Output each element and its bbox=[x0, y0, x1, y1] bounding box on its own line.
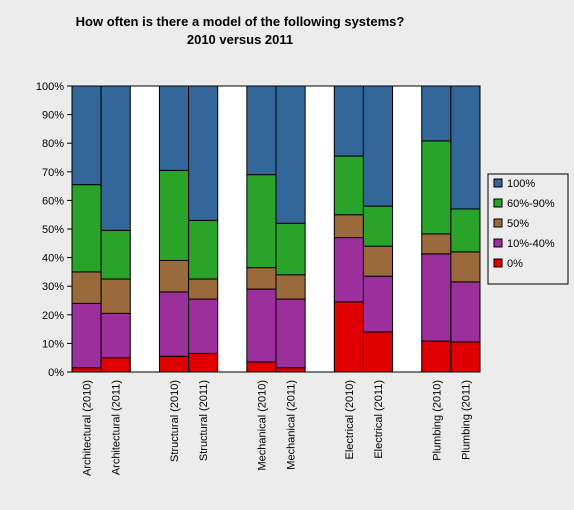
bar-segment-100 bbox=[246, 85, 277, 176]
legend-label-100: 100% bbox=[507, 178, 535, 190]
y-tick-label: 70% bbox=[42, 167, 64, 179]
bar-segment-50 bbox=[158, 259, 190, 293]
x-tick-label: Plumbing (2010) bbox=[431, 380, 443, 461]
x-tick-label: Plumbing (2011) bbox=[460, 380, 472, 460]
x-tick-label: Mechanical (2011) bbox=[286, 380, 298, 470]
bar-segment-0 bbox=[158, 355, 190, 373]
legend-swatch-50 bbox=[493, 218, 503, 228]
legend-label-0: 0% bbox=[507, 258, 523, 270]
bar-segment-50 bbox=[362, 245, 394, 277]
bar-segment-10-40 bbox=[450, 281, 481, 343]
bar-segment-0 bbox=[246, 361, 277, 373]
bar-segment-0 bbox=[100, 357, 131, 373]
y-tick-label: 10% bbox=[42, 338, 64, 350]
bar-segment-0 bbox=[362, 331, 394, 373]
y-tick-label: 90% bbox=[42, 110, 64, 122]
bar-segment-100 bbox=[158, 85, 190, 171]
bar-segment-100 bbox=[100, 85, 131, 231]
bar-segment-50 bbox=[421, 233, 452, 255]
bar-segment-100 bbox=[362, 85, 394, 207]
bar-segment-100 bbox=[421, 85, 452, 142]
y-tick-label: 100% bbox=[36, 81, 64, 93]
bar-segment-60-90 bbox=[246, 174, 277, 269]
bar-segment-100 bbox=[275, 85, 306, 224]
bar-segment-0 bbox=[275, 367, 306, 373]
y-axis: 0% 10% 20% 30% 40% 50% 60% 70% 80% 90% 100% bbox=[36, 81, 72, 379]
bar-segment-60-90 bbox=[158, 169, 190, 261]
bar-segment-60-90 bbox=[188, 219, 219, 280]
x-tick-label: Mechanical (2010) bbox=[256, 380, 268, 471]
legend-label-50: 50% bbox=[507, 218, 529, 230]
legend: 100% 60%-90% 50% 10%-40% 0% bbox=[487, 173, 569, 285]
bar-segment-100 bbox=[188, 85, 219, 221]
x-tick-label: Architectural (2011) bbox=[111, 380, 123, 475]
bar-segment-60-90 bbox=[71, 184, 102, 273]
y-tick-label: 0% bbox=[48, 367, 64, 379]
bar-segment-60-90 bbox=[421, 140, 452, 235]
bar-segment-60-90 bbox=[100, 229, 131, 280]
bar-segment-60-90 bbox=[450, 208, 481, 253]
bar-segment-10-40 bbox=[71, 302, 102, 369]
bar-segment-10-40 bbox=[275, 298, 306, 369]
bar-segment-50 bbox=[333, 214, 364, 239]
bar-segment-10-40 bbox=[421, 253, 452, 342]
y-tick-label: 50% bbox=[42, 224, 64, 236]
bar-segment-10-40 bbox=[188, 298, 219, 354]
bar-segment-50 bbox=[275, 274, 306, 300]
bar-segment-50 bbox=[100, 278, 131, 314]
bar-segment-0 bbox=[421, 340, 452, 373]
y-tick-label: 60% bbox=[42, 195, 64, 207]
legend-label-60-90: 60%-90% bbox=[507, 198, 555, 210]
x-tick-label: Structural (2011) bbox=[198, 380, 210, 461]
bar-segment-100 bbox=[71, 85, 102, 186]
bar-segment-60-90 bbox=[275, 222, 306, 276]
bar-segment-0 bbox=[450, 341, 481, 373]
plot-area bbox=[71, 85, 481, 373]
y-tick-label: 80% bbox=[42, 138, 64, 150]
y-tick-label: 30% bbox=[42, 281, 64, 293]
bar-segment-100 bbox=[450, 85, 481, 210]
bar-segment-60-90 bbox=[362, 205, 394, 247]
bar-segment-50 bbox=[188, 278, 219, 300]
x-tick-label: Electrical (2010) bbox=[344, 380, 356, 459]
bar-segment-10-40 bbox=[158, 291, 190, 357]
x-axis: Architectural (2010) Architectural (2011)… bbox=[82, 380, 473, 476]
bar-segment-50 bbox=[450, 251, 481, 283]
bar-segment-0 bbox=[71, 367, 102, 373]
bar-segment-50 bbox=[246, 267, 277, 290]
bar-segment-0 bbox=[188, 352, 219, 373]
bar-segment-10-40 bbox=[100, 312, 131, 359]
legend-label-10-40: 10%-40% bbox=[507, 238, 555, 250]
legend-swatch-100 bbox=[493, 178, 503, 188]
chart-subtitle: 2010 versus 2011 bbox=[187, 32, 293, 47]
legend-swatch-10-40 bbox=[493, 238, 503, 248]
chart-title: How often is there a model of the follow… bbox=[76, 14, 405, 29]
bar-segment-100 bbox=[333, 85, 364, 157]
y-tick-label: 20% bbox=[42, 310, 64, 322]
legend-swatch-60-90 bbox=[493, 198, 503, 208]
bar-segment-10-40 bbox=[362, 275, 394, 333]
bar-segment-60-90 bbox=[333, 155, 364, 216]
bar-segment-10-40 bbox=[333, 237, 364, 303]
bar-segment-0 bbox=[333, 301, 364, 373]
bar-segment-50 bbox=[71, 271, 102, 304]
x-tick-label: Structural (2010) bbox=[169, 380, 181, 462]
y-tick-label: 40% bbox=[42, 253, 64, 265]
x-tick-label: Architectural (2010) bbox=[82, 380, 94, 476]
x-tick-label: Electrical (2011) bbox=[373, 380, 385, 459]
bar-segment-10-40 bbox=[246, 288, 277, 363]
legend-swatch-0 bbox=[493, 258, 503, 268]
